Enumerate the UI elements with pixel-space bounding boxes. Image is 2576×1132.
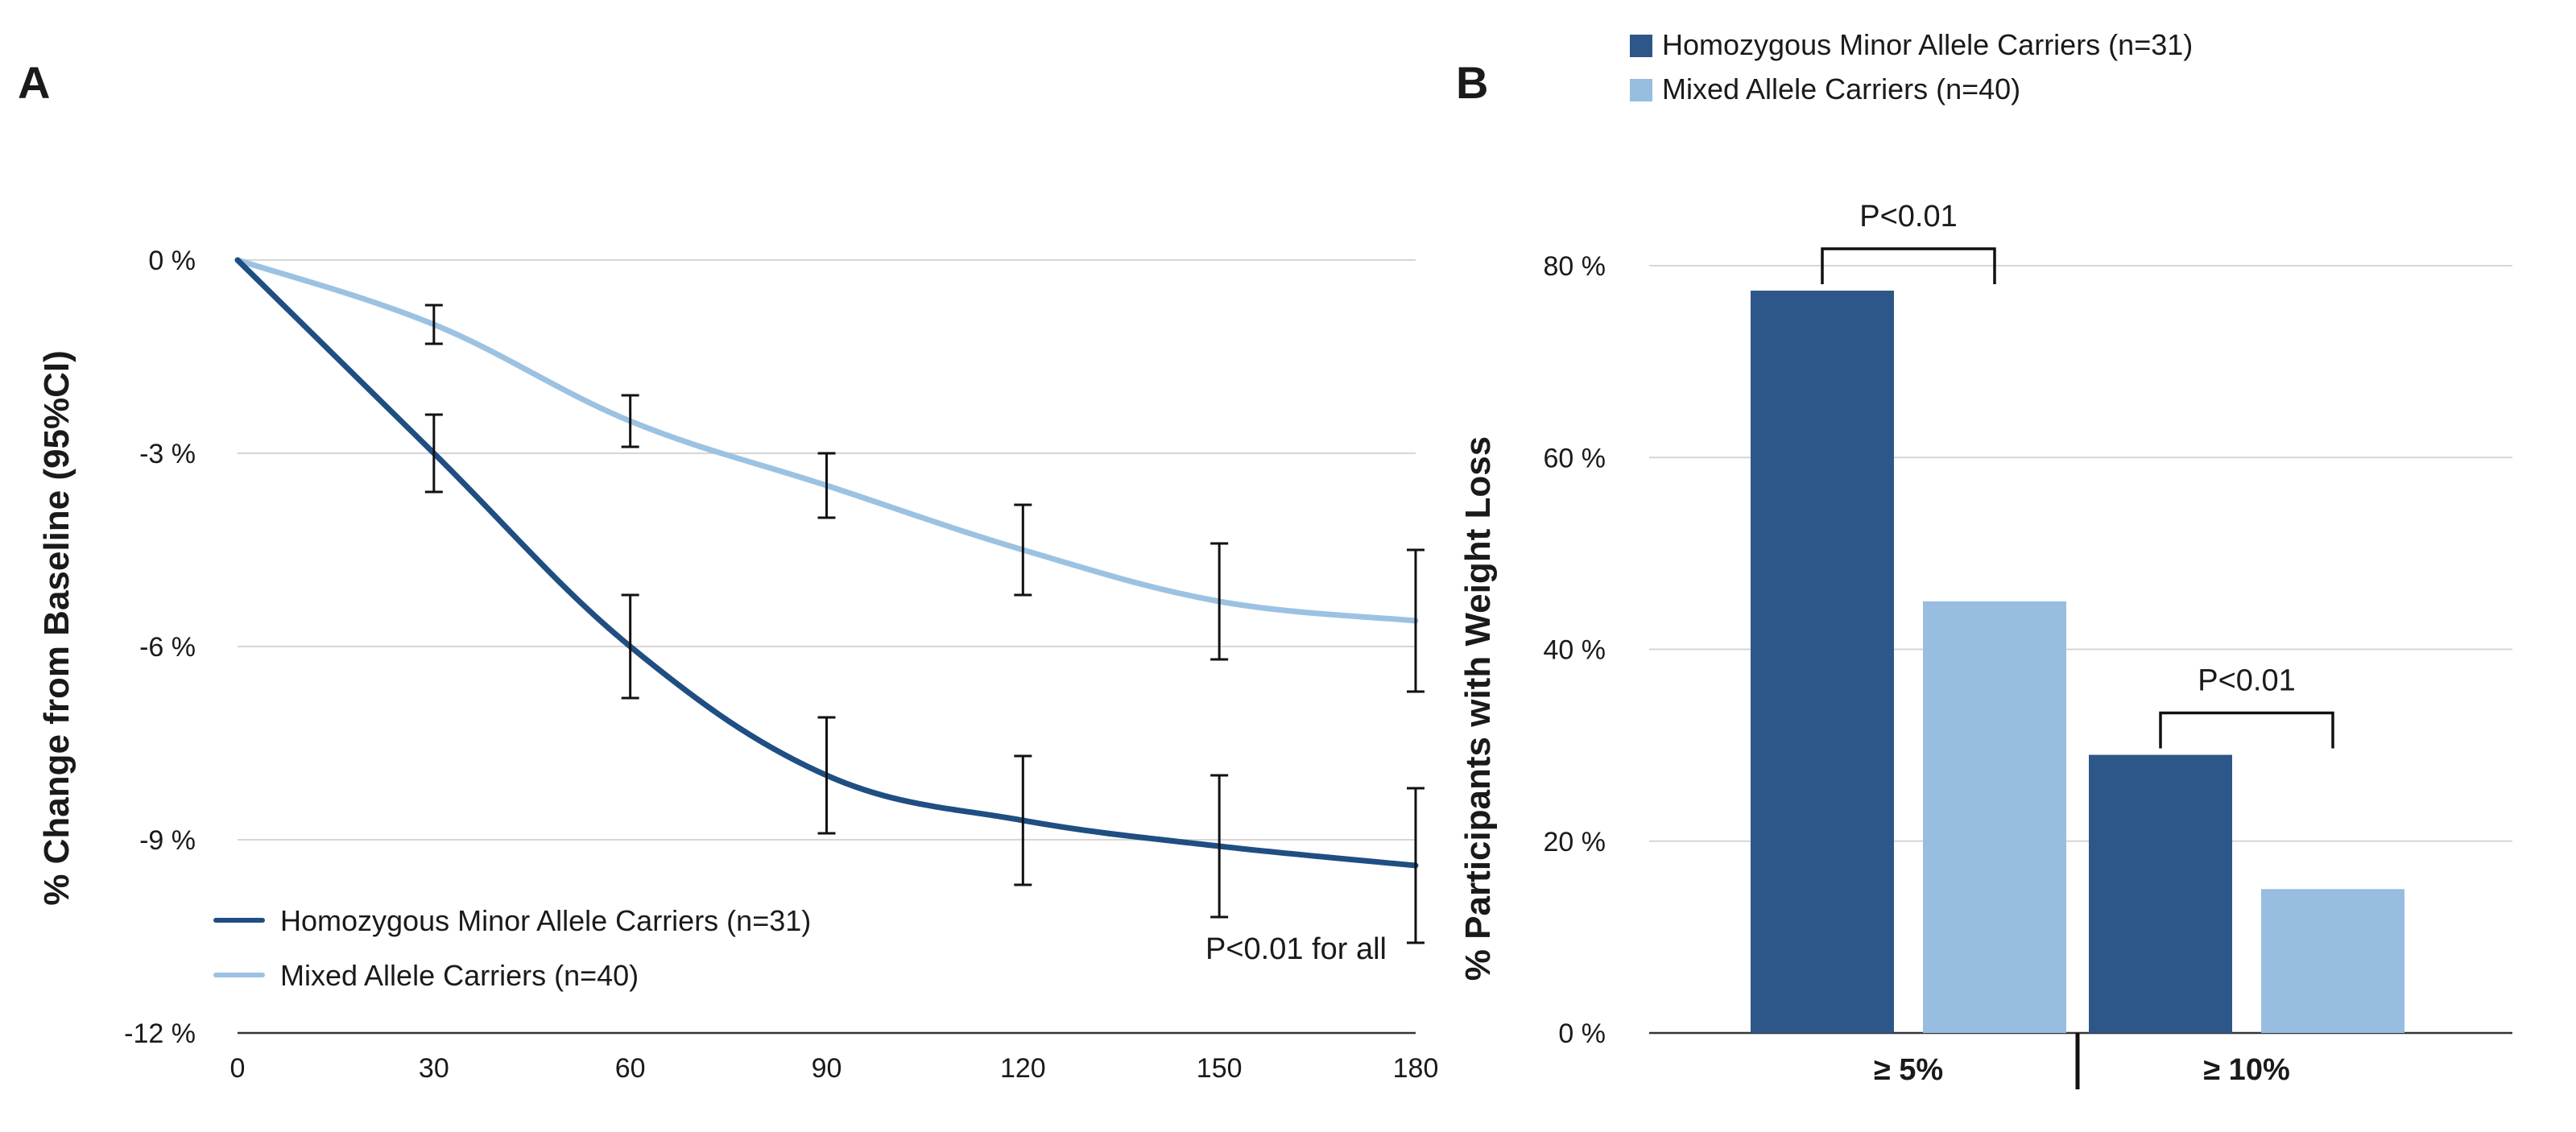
legend-label-homozygous: Homozygous Minor Allele Carriers (n=31) — [280, 904, 811, 937]
bar-mixed — [1923, 601, 2066, 1033]
legend-label-mixed: Mixed Allele Carriers (n=40) — [280, 959, 639, 992]
panel-a-y-axis-title: % Change from Baseline (95%CI) — [37, 350, 76, 906]
error-bar-mixed — [1014, 503, 1032, 597]
error-bar-homozygous — [1014, 754, 1032, 886]
legend-swatch-homozygous — [1630, 35, 1652, 57]
panel-a-x-tick-label: 180 — [1393, 1053, 1439, 1084]
panel-a-y-tick-label: 0 % — [148, 246, 196, 276]
panel-b-y-tick-label: 20 % — [1544, 827, 1606, 857]
bar-homozygous — [1751, 290, 1894, 1033]
panel-a-label: A — [18, 57, 50, 108]
error-bar-mixed — [1407, 548, 1424, 693]
error-bar-mixed — [621, 394, 639, 448]
panel-a-y-tick-label: -3 % — [139, 439, 196, 469]
legend-swatch-mixed — [1630, 79, 1652, 101]
legend-label-homozygous-b: Homozygous Minor Allele Carriers (n=31) — [1662, 28, 2193, 61]
panel-b-y-tick-label: 0 % — [1558, 1018, 1606, 1049]
panel-a-y-tick-label: -12 % — [124, 1018, 196, 1049]
error-bar-mixed — [424, 304, 443, 345]
error-bar-homozygous — [424, 413, 443, 494]
panel-b-legend: Homozygous Minor Allele Carriers (n=31) … — [1630, 28, 2193, 105]
series-line-homozygous — [234, 257, 1419, 869]
panel-a-y-tick-label: -6 % — [139, 632, 196, 663]
error-bar-homozygous — [1407, 787, 1424, 944]
error-bar-homozygous — [1210, 774, 1229, 919]
significance-label: P<0.01 — [1859, 200, 1958, 233]
panel-b-category-label: ≥ 10% — [2203, 1053, 2289, 1087]
panel-a-x-tick-label: 60 — [615, 1053, 646, 1084]
series-line-mixed — [234, 257, 1419, 624]
panel-b-y-axis-title: % Participants with Weight Loss — [1458, 436, 1498, 981]
panel-a-p-value-annotation: P<0.01 for all — [1205, 932, 1387, 966]
panel-b-category-label: ≥ 5% — [1874, 1053, 1943, 1087]
significance-bracket: P<0.01 — [1821, 200, 1996, 284]
panel-a-y-tick-label: -9 % — [139, 825, 196, 856]
panel-b-y-tick-label: 60 % — [1544, 443, 1606, 473]
panel-b-label: B — [1456, 57, 1488, 108]
error-bar-homozygous — [621, 593, 639, 700]
error-bar-mixed — [1210, 542, 1229, 661]
significance-bracket: P<0.01 — [2159, 664, 2334, 749]
panel-a-x-tick-label: 120 — [1000, 1053, 1046, 1084]
panel-a-x-tick-label: 90 — [812, 1053, 842, 1084]
panel-b-y-tick-label: 40 % — [1544, 635, 1606, 666]
error-bar-homozygous — [817, 716, 836, 835]
panel-b-y-tick-label: 80 % — [1544, 251, 1606, 282]
panel-a-x-tick-label: 30 — [419, 1053, 449, 1084]
legend-label-mixed-b: Mixed Allele Carriers (n=40) — [1662, 72, 2020, 105]
bar-mixed — [2261, 889, 2404, 1033]
panel-a-legend: Homozygous Minor Allele Carriers (n=31) … — [213, 904, 811, 992]
panel-a-x-tick-label: 0 — [230, 1053, 246, 1084]
panel-a-x-tick-label: 150 — [1197, 1053, 1243, 1084]
error-bar-mixed — [817, 452, 836, 519]
significance-label: P<0.01 — [2198, 664, 2296, 698]
bar-homozygous — [2089, 754, 2232, 1033]
